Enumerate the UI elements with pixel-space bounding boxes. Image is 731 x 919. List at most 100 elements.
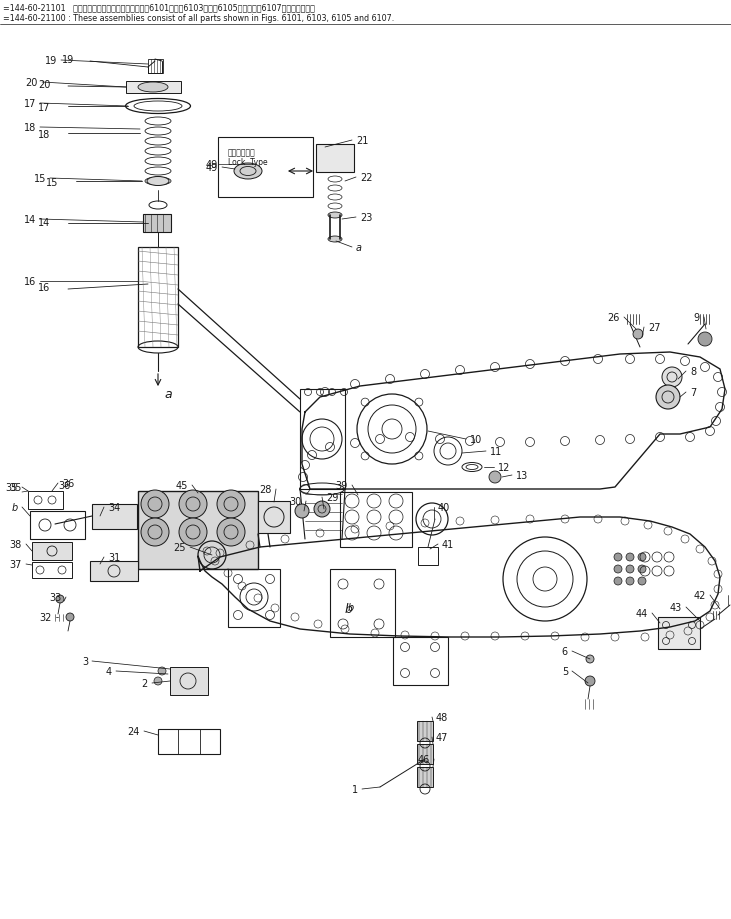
Text: b: b bbox=[348, 602, 355, 612]
Text: 34: 34 bbox=[108, 503, 121, 513]
Bar bbox=[658, 618, 700, 650]
Text: 22: 22 bbox=[360, 173, 373, 183]
Bar bbox=[138, 248, 178, 347]
Circle shape bbox=[56, 596, 64, 604]
Text: ロックタイプ: ロックタイプ bbox=[228, 148, 256, 157]
Text: =144-60-21100 : These assemblies consist of all parts shown in Figs. 6101, 6103,: =144-60-21100 : These assemblies consist… bbox=[3, 14, 394, 23]
Circle shape bbox=[179, 518, 207, 547]
Bar bbox=[300, 390, 345, 490]
Text: 7: 7 bbox=[690, 388, 696, 398]
Circle shape bbox=[638, 565, 646, 573]
Text: 11: 11 bbox=[490, 447, 502, 457]
Text: b: b bbox=[12, 503, 18, 513]
Text: 17: 17 bbox=[38, 103, 50, 113]
Circle shape bbox=[638, 553, 646, 562]
Text: Lock  Type: Lock Type bbox=[228, 158, 268, 167]
Circle shape bbox=[626, 577, 634, 585]
Text: b: b bbox=[344, 603, 352, 616]
Circle shape bbox=[179, 491, 207, 518]
Text: 19: 19 bbox=[62, 55, 75, 65]
Circle shape bbox=[614, 565, 622, 573]
Circle shape bbox=[141, 491, 169, 518]
Text: 36: 36 bbox=[58, 481, 70, 491]
Text: 38: 38 bbox=[10, 539, 22, 550]
Text: 40: 40 bbox=[438, 503, 450, 513]
Text: 16: 16 bbox=[23, 277, 36, 287]
Text: 6: 6 bbox=[562, 646, 568, 656]
Circle shape bbox=[585, 676, 595, 686]
Circle shape bbox=[638, 577, 646, 585]
Text: 9: 9 bbox=[694, 312, 700, 323]
Text: 16: 16 bbox=[38, 283, 50, 292]
Text: 23: 23 bbox=[360, 213, 372, 222]
Text: 4: 4 bbox=[106, 666, 112, 676]
Bar bbox=[170, 667, 208, 696]
Ellipse shape bbox=[234, 164, 262, 180]
Text: 24: 24 bbox=[128, 726, 140, 736]
Text: 20: 20 bbox=[26, 78, 38, 88]
Bar bbox=[340, 493, 412, 548]
Bar bbox=[158, 729, 220, 754]
Circle shape bbox=[614, 553, 622, 562]
Text: 47: 47 bbox=[436, 732, 448, 743]
Bar bbox=[393, 637, 448, 686]
Text: 12: 12 bbox=[498, 462, 510, 472]
Circle shape bbox=[66, 613, 74, 621]
Text: 28: 28 bbox=[260, 484, 272, 494]
Text: 15: 15 bbox=[34, 174, 46, 184]
Text: 8: 8 bbox=[690, 367, 696, 377]
Ellipse shape bbox=[138, 83, 168, 93]
Text: a: a bbox=[356, 243, 362, 253]
Bar bbox=[138, 492, 258, 570]
Text: 13: 13 bbox=[516, 471, 529, 481]
Circle shape bbox=[314, 502, 330, 517]
Bar bbox=[417, 721, 433, 742]
Bar bbox=[228, 570, 280, 628]
Text: 31: 31 bbox=[108, 552, 121, 562]
Text: 33: 33 bbox=[50, 593, 62, 602]
Ellipse shape bbox=[324, 147, 346, 157]
Text: 29: 29 bbox=[326, 493, 338, 503]
Text: a: a bbox=[164, 388, 172, 401]
Bar bbox=[92, 505, 137, 529]
Text: 17: 17 bbox=[23, 99, 36, 108]
Bar bbox=[316, 145, 354, 173]
Text: 3: 3 bbox=[82, 656, 88, 666]
Bar bbox=[32, 542, 72, 561]
Circle shape bbox=[217, 518, 245, 547]
Text: 39: 39 bbox=[336, 481, 348, 491]
Circle shape bbox=[217, 491, 245, 518]
Circle shape bbox=[633, 330, 643, 340]
Text: 44: 44 bbox=[636, 608, 648, 618]
Text: 27: 27 bbox=[648, 323, 661, 333]
Bar bbox=[30, 512, 85, 539]
Text: 18: 18 bbox=[23, 123, 36, 133]
Circle shape bbox=[586, 655, 594, 664]
Bar bbox=[417, 767, 433, 788]
Bar bbox=[32, 562, 72, 578]
Text: 41: 41 bbox=[442, 539, 454, 550]
Text: 15: 15 bbox=[46, 177, 58, 187]
Circle shape bbox=[698, 333, 712, 346]
Circle shape bbox=[489, 471, 501, 483]
Circle shape bbox=[662, 368, 682, 388]
Bar bbox=[417, 744, 433, 765]
Ellipse shape bbox=[328, 213, 342, 219]
Text: 18: 18 bbox=[38, 130, 50, 140]
Bar bbox=[218, 138, 313, 198]
Text: 49: 49 bbox=[205, 163, 218, 173]
Bar bbox=[418, 548, 438, 565]
Bar bbox=[148, 60, 163, 74]
Text: 1: 1 bbox=[352, 784, 358, 794]
Text: 25: 25 bbox=[173, 542, 186, 552]
Circle shape bbox=[626, 553, 634, 562]
Text: 43: 43 bbox=[670, 602, 682, 612]
Circle shape bbox=[614, 577, 622, 585]
Text: 42: 42 bbox=[694, 590, 706, 600]
Ellipse shape bbox=[147, 177, 169, 187]
Text: 35: 35 bbox=[10, 482, 22, 493]
Text: 49: 49 bbox=[205, 160, 218, 170]
Text: 19: 19 bbox=[45, 56, 57, 66]
Circle shape bbox=[154, 677, 162, 686]
Text: 46: 46 bbox=[417, 754, 430, 765]
